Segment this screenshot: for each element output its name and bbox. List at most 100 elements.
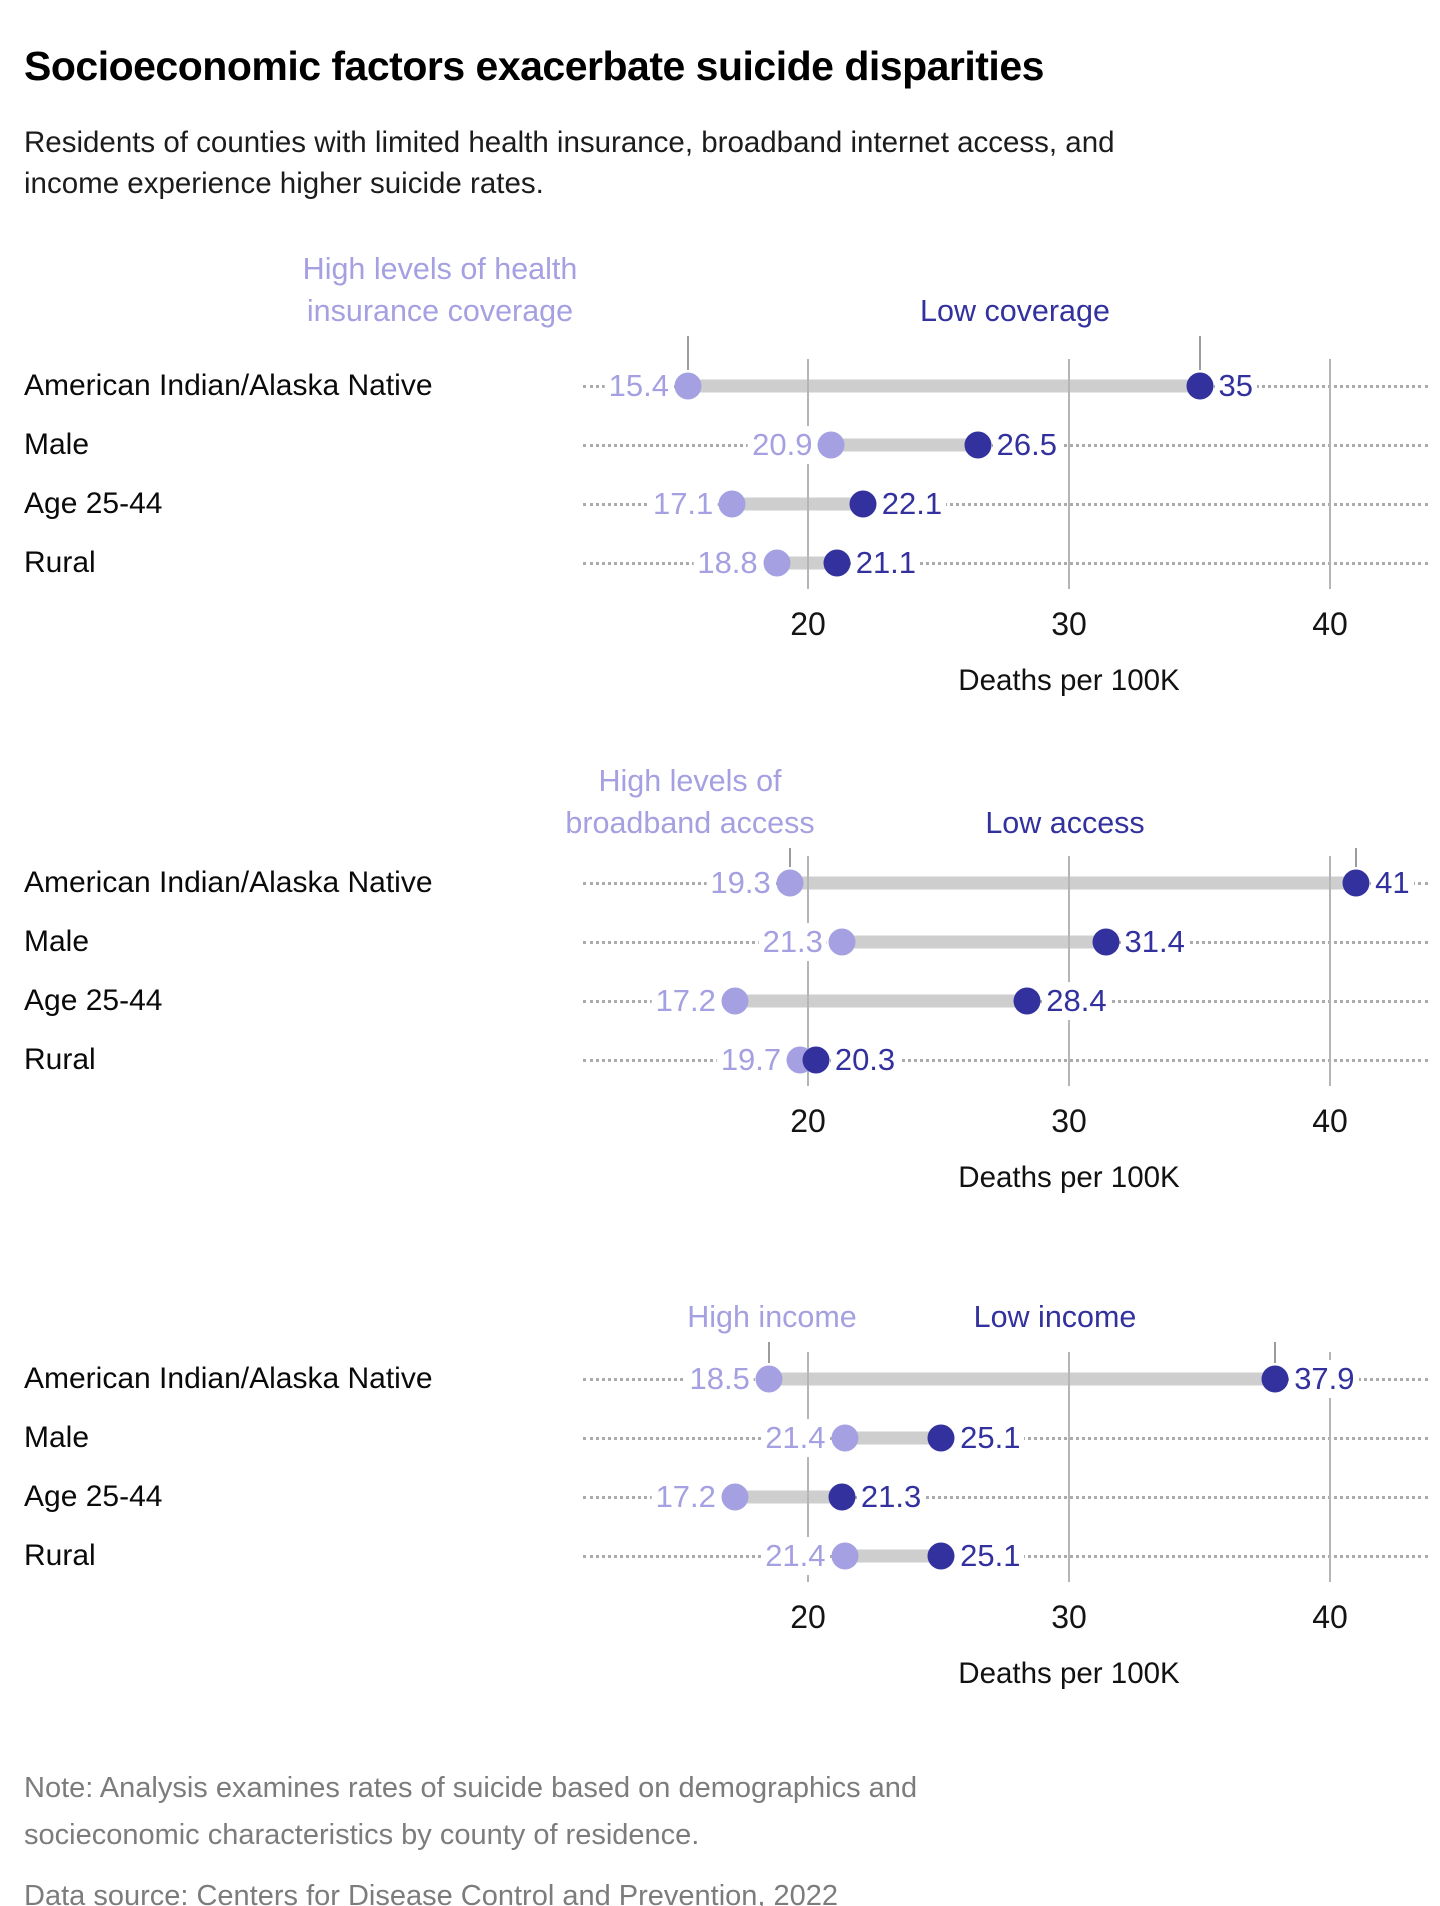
row-dotted-line bbox=[583, 561, 1428, 565]
category-label: American Indian/Alaska Native bbox=[24, 1361, 433, 1395]
row-dotted-line bbox=[583, 502, 1428, 506]
high-dot bbox=[674, 372, 702, 399]
low-value-label: 28.4 bbox=[1042, 981, 1111, 1020]
connector-bar bbox=[844, 1549, 942, 1562]
connector-bar bbox=[734, 994, 1028, 1007]
high-value-label: 19.7 bbox=[716, 1040, 786, 1079]
connector-bar bbox=[687, 379, 1200, 392]
chart-row: Male 20.9 26.5 bbox=[0, 415, 1440, 474]
low-dot bbox=[927, 1542, 955, 1569]
high-annotation: High levels of broadband access bbox=[565, 760, 814, 844]
note-text: Note: Analysis examines rates of suicide… bbox=[24, 1772, 918, 1851]
x-tick-label: 40 bbox=[1312, 1599, 1348, 1635]
gridline-20 bbox=[807, 359, 809, 589]
connector-bar bbox=[776, 556, 837, 569]
chart-row: Male 21.4 25.1 bbox=[0, 1408, 1440, 1467]
chart-row: Age 25-44 17.2 28.4 bbox=[0, 971, 1440, 1030]
high-value-label: 18.8 bbox=[693, 543, 762, 582]
low-dot bbox=[828, 1483, 856, 1510]
gridline-20 bbox=[807, 856, 809, 1086]
category-label: Rural bbox=[24, 1042, 96, 1076]
category-label: Age 25-44 bbox=[24, 1479, 163, 1513]
page-title: Socioeconomic factors exacerbate suicide… bbox=[24, 43, 1044, 90]
connector-bar bbox=[831, 438, 978, 451]
connector-bar bbox=[841, 935, 1106, 948]
gridline-30 bbox=[1068, 856, 1070, 1086]
low-leader-line bbox=[1274, 1342, 1277, 1363]
high-value-label: 20.9 bbox=[748, 425, 817, 464]
low-annotation-line: Low access bbox=[985, 806, 1145, 840]
x-tick-label: 20 bbox=[790, 606, 826, 642]
low-value-label: 37.9 bbox=[1290, 1359, 1359, 1398]
high-annotation-line: broadband access bbox=[565, 806, 815, 840]
low-dot bbox=[927, 1424, 955, 1451]
low-dot bbox=[823, 549, 851, 576]
category-label: Rural bbox=[24, 545, 96, 579]
low-value-label: 26.5 bbox=[992, 425, 1061, 464]
category-label: American Indian/Alaska Native bbox=[24, 865, 433, 899]
category-label: Male bbox=[24, 1420, 90, 1454]
row-dotted-line bbox=[583, 1495, 1428, 1499]
high-dot bbox=[721, 987, 749, 1014]
chart-row: American Indian/Alaska Native 18.5 37.9 bbox=[0, 1349, 1440, 1408]
chart-row: Rural 18.8 21.1 bbox=[0, 533, 1440, 592]
high-value-label: 17.2 bbox=[651, 981, 720, 1020]
low-value-label: 25.1 bbox=[956, 1536, 1025, 1575]
low-value-label: 31.4 bbox=[1120, 922, 1189, 961]
high-annotation: High income bbox=[687, 1296, 857, 1338]
chart-row: Age 25-44 17.2 21.3 bbox=[0, 1467, 1440, 1526]
x-tick-label: 40 bbox=[1312, 606, 1348, 642]
high-value-label: 21.4 bbox=[761, 1536, 830, 1575]
high-annotation-line: High income bbox=[687, 1300, 857, 1334]
chart-row: American Indian/Alaska Native 15.4 35 bbox=[0, 356, 1440, 415]
high-value-label: 18.5 bbox=[685, 1359, 754, 1398]
high-leader-line bbox=[767, 1342, 770, 1363]
low-leader-line bbox=[1355, 848, 1358, 867]
gridline-40 bbox=[1329, 856, 1331, 1086]
high-value-label: 21.4 bbox=[761, 1418, 830, 1457]
low-dot bbox=[802, 1046, 830, 1073]
low-dot bbox=[1261, 1365, 1289, 1392]
connector-bar bbox=[732, 497, 863, 510]
x-tick-label: 30 bbox=[1051, 606, 1087, 642]
low-value-label: 35 bbox=[1214, 366, 1257, 405]
low-value-label: 21.3 bbox=[856, 1477, 926, 1516]
x-tick-label: 40 bbox=[1312, 1103, 1348, 1139]
x-tick-label: 30 bbox=[1051, 1599, 1087, 1635]
category-label: Rural bbox=[24, 1538, 96, 1572]
high-dot bbox=[763, 549, 791, 576]
chart-row: Rural 21.4 25.1 bbox=[0, 1526, 1440, 1585]
high-value-label: 15.4 bbox=[604, 366, 673, 405]
x-tick-label: 20 bbox=[790, 1599, 826, 1635]
high-dot bbox=[718, 490, 746, 517]
high-annotation-line: insurance coverage bbox=[306, 294, 574, 328]
category-label: Male bbox=[24, 924, 90, 958]
high-value-label: 19.3 bbox=[706, 863, 775, 902]
low-value-label: 20.3 bbox=[830, 1040, 900, 1079]
low-value-label: 41 bbox=[1371, 863, 1414, 902]
low-dot bbox=[1013, 987, 1041, 1014]
category-label: Age 25-44 bbox=[24, 983, 163, 1017]
low-value-label: 25.1 bbox=[956, 1418, 1025, 1457]
high-dot bbox=[721, 1483, 749, 1510]
low-dot bbox=[849, 490, 877, 517]
high-dot bbox=[755, 1365, 783, 1392]
connector-bar bbox=[734, 1490, 842, 1503]
low-annotation-line: Low coverage bbox=[920, 294, 1110, 328]
chart-row: Male 21.3 31.4 bbox=[0, 912, 1440, 971]
category-label: Male bbox=[24, 427, 90, 461]
high-dot bbox=[828, 928, 856, 955]
low-annotation: Low coverage bbox=[920, 290, 1110, 332]
low-dot bbox=[1186, 372, 1213, 399]
high-annotation-line: High levels of health bbox=[302, 252, 578, 286]
low-value-label: 21.1 bbox=[851, 543, 921, 582]
chart-row: Rural 19.7 20.3 bbox=[0, 1030, 1440, 1089]
low-leader-line bbox=[1198, 336, 1201, 370]
high-value-label: 21.3 bbox=[758, 922, 827, 961]
low-dot bbox=[964, 431, 992, 458]
chart-row: American Indian/Alaska Native 19.3 41 bbox=[0, 853, 1440, 912]
gridline-30 bbox=[1068, 359, 1070, 589]
x-axis-title: Deaths per 100K bbox=[958, 664, 1180, 697]
connector-bar bbox=[768, 1372, 1276, 1385]
